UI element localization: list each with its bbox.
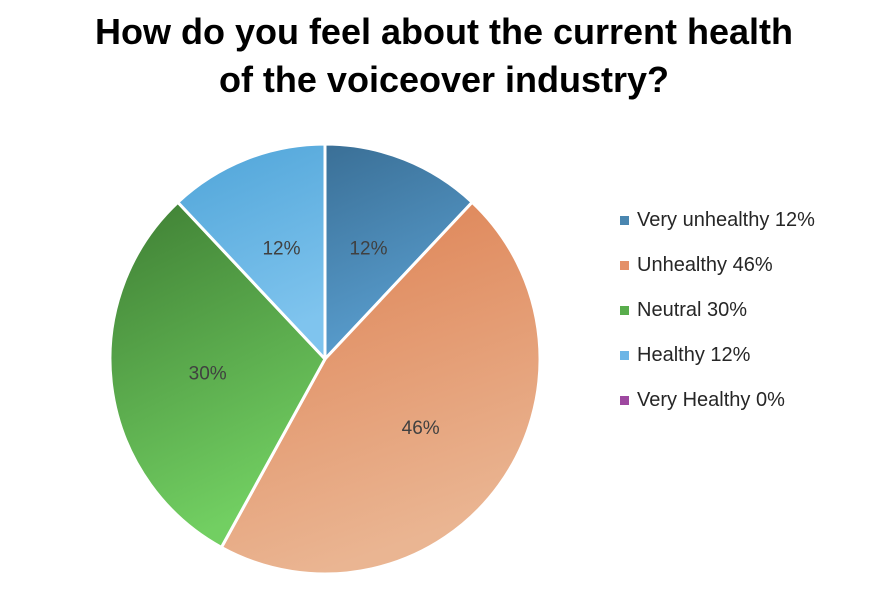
legend-label-unhealthy: Unhealthy 46% — [637, 254, 773, 276]
legend-item-very-unhealthy: Very unhealthy 12% — [620, 198, 815, 243]
data-label-unhealthy: 46% — [402, 418, 440, 439]
legend-item-healthy: Healthy 12% — [620, 333, 815, 378]
pie-slice-healthy — [176, 142, 327, 361]
pie-slice-very-unhealthy — [323, 142, 474, 361]
chart-title-line-2: of the voiceover industry? — [218, 59, 670, 100]
legend-swatch-very-healthy — [620, 396, 629, 405]
legend-item-unhealthy: Unhealthy 46% — [620, 243, 815, 288]
legend-swatch-very-unhealthy — [620, 216, 629, 225]
pie-slice-unhealthy — [219, 200, 542, 576]
data-label-neutral: 30% — [189, 363, 227, 384]
legend-label-healthy: Healthy 12% — [637, 344, 751, 366]
legend: Very unhealthy 12% Unhealthy 46% Neutral… — [620, 198, 815, 423]
data-label-healthy: 12% — [262, 239, 300, 260]
data-label-very-unhealthy: 12% — [349, 239, 387, 260]
legend-swatch-neutral — [620, 306, 629, 315]
legend-item-very-healthy: Very Healthy 0% — [620, 378, 815, 423]
legend-swatch-healthy — [620, 351, 629, 360]
pie-slice-neutral — [108, 200, 327, 549]
legend-label-very-healthy: Very Healthy 0% — [637, 389, 785, 411]
chart-title-line-1: How do you feel about the current health — [94, 11, 794, 52]
legend-label-neutral: Neutral 30% — [637, 299, 748, 321]
legend-item-neutral: Neutral 30% — [620, 288, 815, 333]
chart-title: How do you feel about the current health… — [0, 8, 888, 104]
legend-label-very-unhealthy: Very unhealthy 12% — [637, 209, 815, 231]
legend-swatch-unhealthy — [620, 261, 629, 270]
